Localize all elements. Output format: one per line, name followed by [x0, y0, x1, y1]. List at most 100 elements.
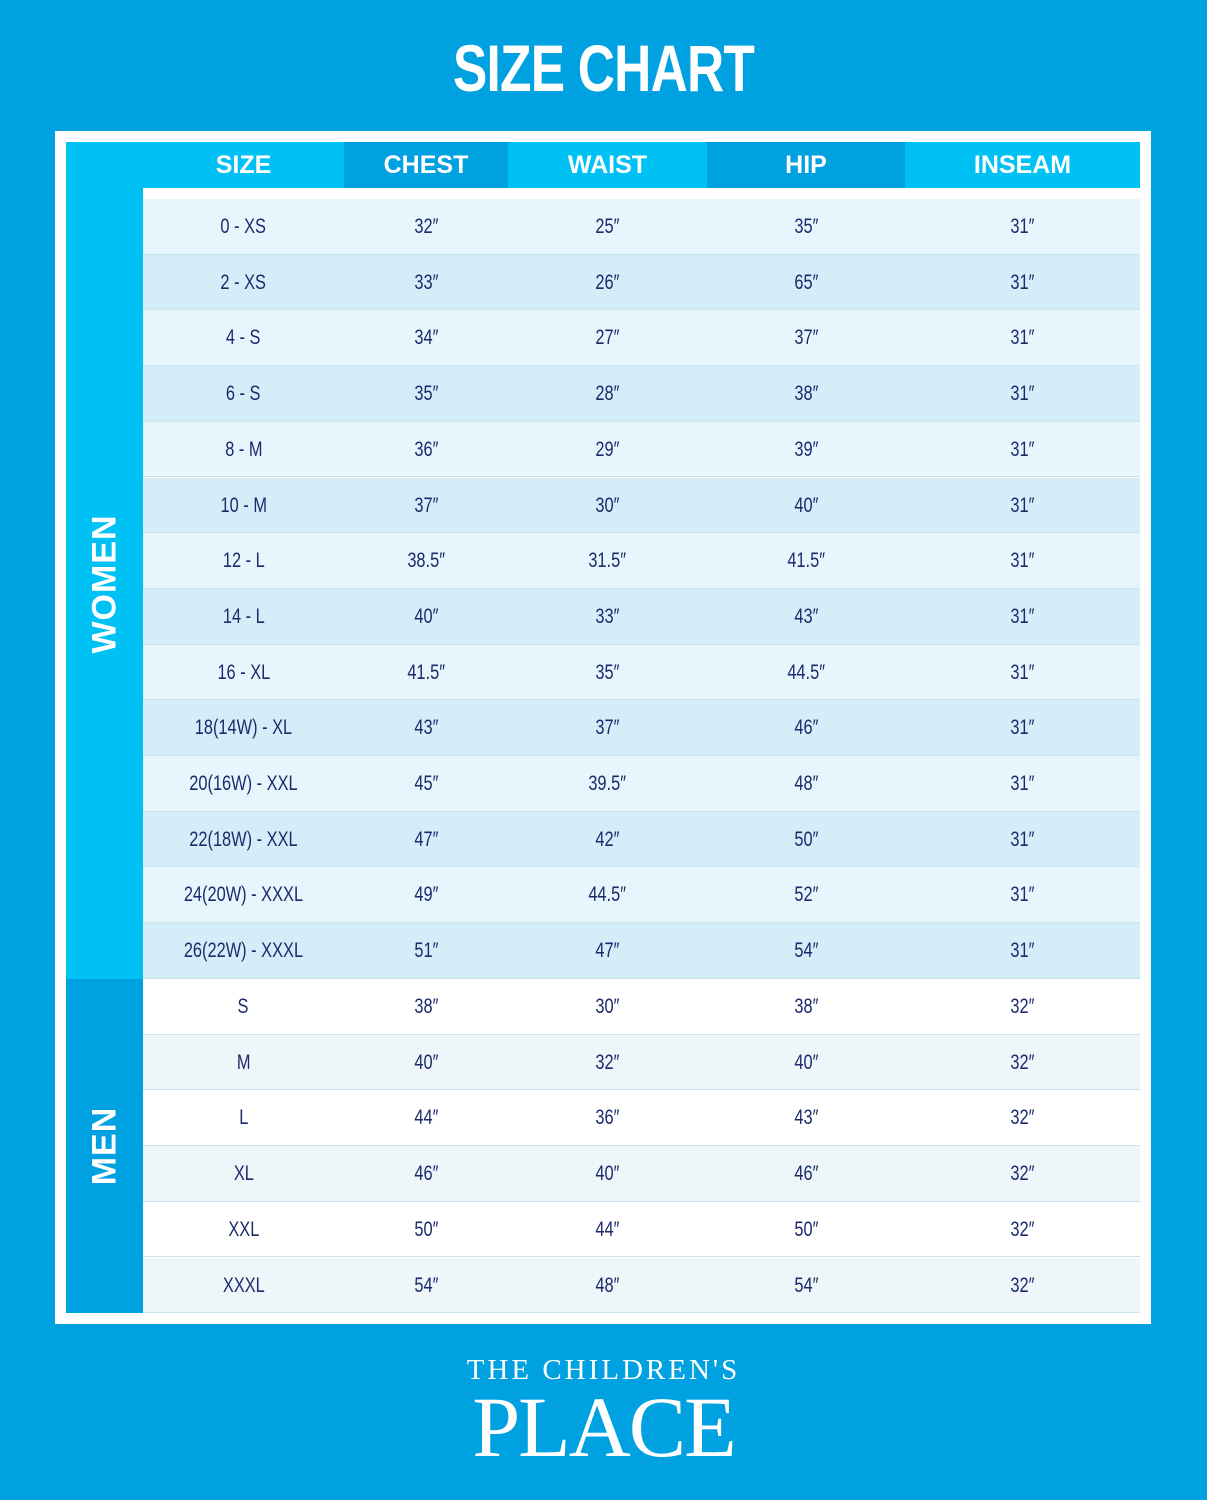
brand-logo: THE CHILDREN'S PLACE [0, 1354, 1207, 1470]
cell-waist: 26″ [508, 255, 707, 310]
cell-size: 22(18W) - XXL [143, 812, 344, 867]
cell-text: 35″ [793, 215, 819, 238]
cell-text: 4 - S [226, 326, 261, 350]
cell-size: 12 - L [143, 533, 344, 588]
cell-text: L [238, 1106, 249, 1130]
cell-text: 48″ [595, 1273, 620, 1297]
cell-text: 31″ [1010, 493, 1035, 517]
cell-text: S [238, 995, 249, 1018]
cell-text: 44″ [595, 1217, 620, 1241]
cell-chest: 36″ [344, 422, 508, 477]
cell-chest: 54″ [344, 1258, 508, 1313]
cell-inseam: 31″ [905, 700, 1140, 755]
cell-text: 41.5″ [787, 549, 825, 573]
cell-text: 32″ [1010, 1162, 1035, 1186]
cell-hip: 50″ [707, 812, 905, 867]
cell-size: 4 - S [143, 310, 344, 365]
cell-text: 10 - M [220, 493, 267, 517]
page-title: SIZE CHART [452, 31, 755, 105]
cell-text: 51″ [413, 939, 439, 963]
cell-chest: 44″ [344, 1090, 508, 1145]
cell-chest: 35″ [344, 366, 508, 421]
cell-hip: 40″ [707, 478, 905, 533]
table-row: XXXL 54″ 48″ 54″ 32″ [143, 1257, 1140, 1314]
cell-inseam: 32″ [905, 1090, 1140, 1145]
table-row: 16 - XL 41.5″ 35″ 44.5″ 31″ [143, 644, 1140, 701]
cell-waist: 30″ [508, 979, 707, 1034]
cell-text: 40″ [595, 1162, 620, 1186]
cell-hip: 38″ [707, 979, 905, 1034]
cell-inseam: 32″ [905, 1035, 1140, 1090]
cell-size: 26(22W) - XXXL [143, 923, 344, 978]
cell-inseam: 31″ [905, 366, 1140, 421]
cell-text: 34″ [413, 326, 439, 350]
cell-size: 16 - XL [143, 645, 344, 700]
cell-text: 31″ [1010, 326, 1035, 350]
cell-text: 40″ [793, 1050, 819, 1074]
cell-chest: 47″ [344, 812, 508, 867]
cell-hip: 35″ [707, 199, 905, 254]
table-row: 2 - XS 33″ 26″ 65″ 31″ [143, 254, 1140, 311]
cell-size: 8 - M [143, 422, 344, 477]
cell-waist: 29″ [508, 422, 707, 477]
cell-chest: 34″ [344, 310, 508, 365]
cell-text: 31″ [1010, 437, 1035, 461]
cell-hip: 44.5″ [707, 645, 905, 700]
column-header-waist: WAIST [567, 151, 648, 179]
cell-text: 38″ [793, 382, 819, 406]
cell-text: 46″ [413, 1162, 439, 1186]
cell-inseam: 31″ [905, 310, 1140, 365]
cell-hip: 40″ [707, 1035, 905, 1090]
table-row: 10 - M 37″ 30″ 40″ 31″ [143, 477, 1140, 534]
cell-text: 65″ [793, 270, 819, 294]
cell-text: 37″ [793, 326, 819, 350]
cell-text: 36″ [595, 1106, 620, 1130]
cell-text: 30″ [595, 995, 620, 1018]
column-header-size: SIZE [215, 151, 272, 179]
table-row: 12 - L 38.5″ 31.5″ 41.5″ 31″ [143, 533, 1140, 589]
cell-waist: 47″ [508, 923, 707, 978]
cell-text: XXL [228, 1217, 259, 1241]
table-header: SIZE CHEST WAIST HIP INSEAM [66, 142, 1140, 188]
cell-size: 10 - M [143, 478, 344, 533]
cell-inseam: 31″ [905, 533, 1140, 588]
cell-text: 32″ [413, 215, 439, 238]
cell-text: 31″ [1010, 270, 1035, 294]
column-header-inseam: INSEAM [973, 151, 1072, 179]
cell-text: 28″ [595, 382, 620, 406]
cell-hip: 46″ [707, 700, 905, 755]
cell-text: 30″ [595, 493, 620, 517]
size-chart-table: SIZE CHEST WAIST HIP INSEAM WOMEN MEN 0 - XS… [66, 142, 1140, 1314]
cell-size: XL [143, 1146, 344, 1201]
cell-chest: 32″ [344, 199, 508, 254]
cell-hip: 52″ [707, 867, 905, 922]
cell-waist: 30″ [508, 478, 707, 533]
cell-text: 46″ [793, 1162, 819, 1186]
cell-size: M [143, 1035, 344, 1090]
cell-hip: 54″ [707, 923, 905, 978]
cell-inseam: 31″ [905, 812, 1140, 867]
table-row: 18(14W) - XL 43″ 37″ 46″ 31″ [143, 700, 1140, 756]
cell-text: 37″ [413, 493, 439, 517]
cell-text: 31″ [1010, 939, 1035, 963]
cell-hip: 54″ [707, 1258, 905, 1313]
cell-waist: 32″ [508, 1035, 707, 1090]
cell-text: 14 - L [222, 604, 265, 628]
cell-text: 31″ [1010, 716, 1035, 740]
cell-text: 31.5″ [588, 549, 627, 573]
cell-hip: 43″ [707, 1090, 905, 1145]
cell-inseam: 31″ [905, 923, 1140, 978]
cell-text: 32″ [595, 1050, 620, 1074]
cell-inseam: 31″ [905, 756, 1140, 811]
cell-text: 32″ [1010, 1217, 1035, 1241]
cell-text: 54″ [793, 1273, 819, 1297]
table-row: L 44″ 36″ 43″ 32″ [143, 1090, 1140, 1147]
cell-waist: 40″ [508, 1146, 707, 1201]
cell-inseam: 31″ [905, 199, 1140, 254]
cell-inseam: 32″ [905, 1258, 1140, 1313]
cell-text: 31″ [1010, 660, 1035, 684]
cell-waist: 25″ [508, 199, 707, 254]
cell-text: 33″ [595, 604, 620, 628]
cell-text: 43″ [793, 604, 819, 628]
cell-text: 42″ [595, 827, 620, 851]
